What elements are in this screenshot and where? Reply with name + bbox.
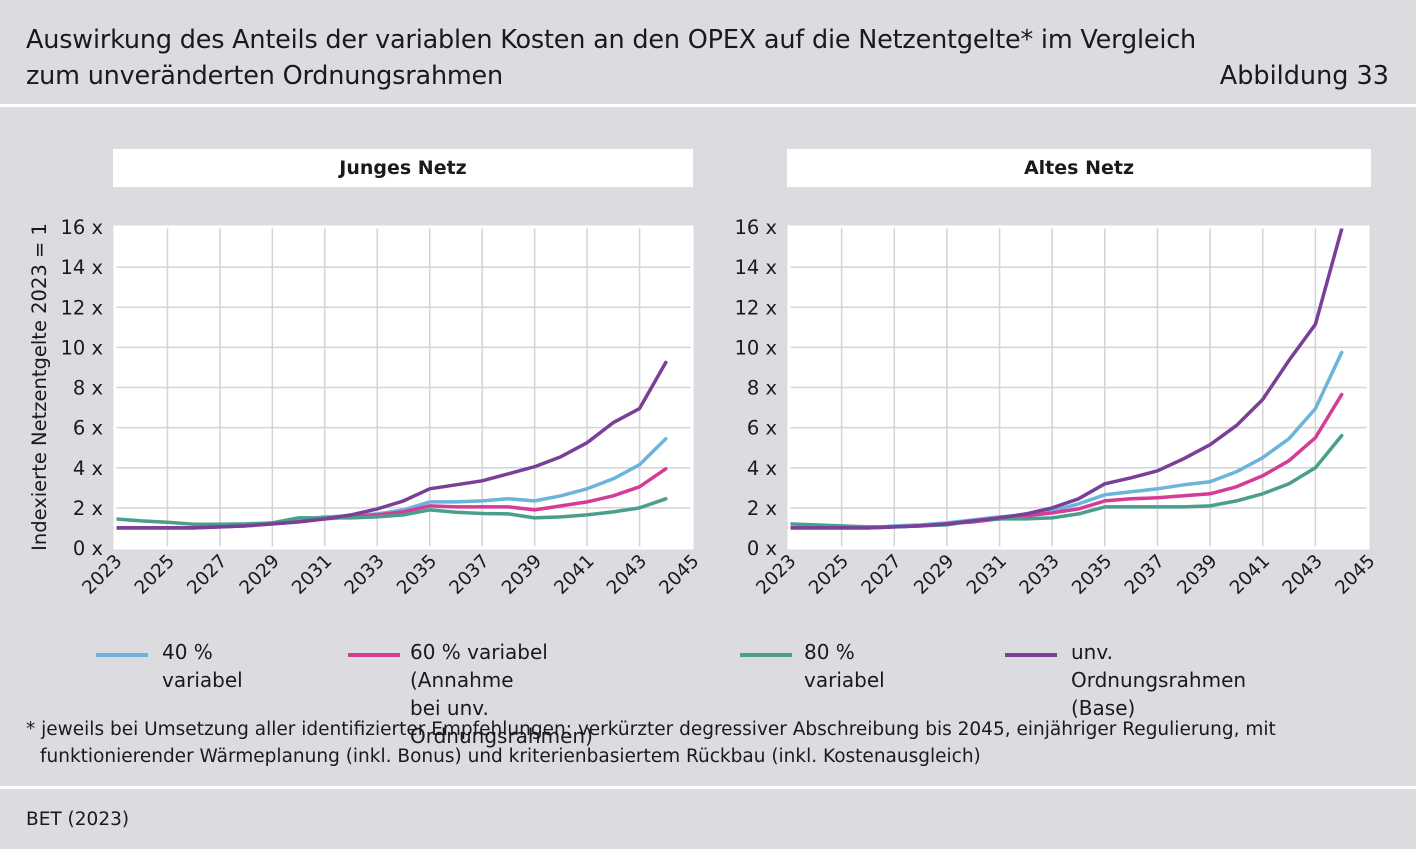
- plot-frame-junges-netz: [113, 225, 694, 550]
- x-tick-label-junges-netz: 2037: [446, 551, 494, 599]
- y-tick-label-altes-netz: 4 x: [747, 457, 777, 480]
- chart-title-line-2: zum unveränderten Ordnungsrahmen: [26, 61, 503, 91]
- x-tick-label-junges-netz: 2025: [131, 551, 179, 599]
- panel-title-junges-netz: Junges Netz: [113, 149, 693, 187]
- x-tick-label-junges-netz: 2039: [498, 551, 546, 599]
- chart-title: Auswirkung des Anteils der variablen Kos…: [26, 22, 1206, 94]
- y-tick-label-junges-netz: 2 x: [73, 497, 103, 520]
- x-tick-label-junges-netz: 2031: [288, 551, 336, 599]
- x-tick-label-altes-netz: 2029: [910, 551, 958, 599]
- y-tick-label-altes-netz: 8 x: [747, 377, 777, 400]
- y-tick-label-altes-netz: 12 x: [734, 296, 777, 319]
- footnote-line-1: * jeweils bei Umsetzung aller identifizi…: [26, 719, 1276, 740]
- legend-swatch-40-variabel: [96, 653, 148, 657]
- y-tick-label-junges-netz: 4 x: [73, 457, 103, 480]
- x-tick-label-junges-netz: 2043: [603, 551, 651, 599]
- legend-label-80-variabel: 80 % variabel: [804, 640, 885, 692]
- series-line-base-junges-netz: [113, 360, 668, 530]
- legend-label-base: unv. Ordnungsrahmen (Base): [1071, 640, 1247, 720]
- x-tick-label-altes-netz: 2045: [1331, 551, 1379, 599]
- x-tick-label-junges-netz: 2029: [236, 551, 284, 599]
- footnote-line-2: funktionierender Wärmeplanung (inkl. Bon…: [40, 746, 981, 767]
- x-tick-label-junges-netz: 2041: [550, 551, 598, 599]
- y-tick-label-altes-netz: 16 x: [734, 216, 777, 239]
- legend-swatch-base: [1005, 653, 1057, 657]
- legend-swatch-80-variabel: [740, 653, 792, 657]
- x-tick-label-altes-netz: 2025: [805, 551, 853, 599]
- y-tick-label-altes-netz: 2 x: [747, 497, 777, 520]
- series-line-base-altes-netz: [787, 227, 1344, 530]
- x-tick-label-altes-netz: 2037: [1121, 551, 1169, 599]
- x-tick-label-altes-netz: 2035: [1068, 551, 1116, 599]
- y-tick-label-altes-netz: 6 x: [747, 417, 777, 440]
- y-tick-label-junges-netz: 10 x: [60, 336, 103, 359]
- x-tick-label-altes-netz: 2039: [1173, 551, 1221, 599]
- legend-label-40-variabel: 40 % variabel: [162, 640, 243, 692]
- footnote: * jeweils bei Umsetzung aller identifizi…: [26, 716, 1386, 770]
- plot-frame-altes-netz: [787, 225, 1370, 550]
- x-tick-label-altes-netz: 2041: [1226, 551, 1274, 599]
- legend-swatch-60-variabel: [348, 653, 400, 657]
- x-tick-label-junges-netz: 2045: [655, 551, 703, 599]
- source-note: BET (2023): [26, 809, 130, 830]
- y-tick-label-junges-netz: 8 x: [73, 377, 103, 400]
- y-tick-label-altes-netz: 10 x: [734, 336, 777, 359]
- panel-title-altes-netz: Altes Netz: [787, 149, 1371, 187]
- x-tick-label-junges-netz: 2033: [341, 551, 389, 599]
- x-tick-label-altes-netz: 2043: [1279, 551, 1327, 599]
- legend-label-60-variabel: 60 % variabel (Annahme bei unv. Ordnungs…: [410, 640, 593, 748]
- y-tick-label-junges-netz: 0 x: [73, 537, 103, 560]
- figure-label: Abbildung 33: [1219, 61, 1389, 91]
- x-tick-label-altes-netz: 2033: [1016, 551, 1064, 599]
- y-tick-label-junges-netz: 16 x: [60, 216, 103, 239]
- y-tick-label-altes-netz: 0 x: [747, 537, 777, 560]
- y-tick-label-junges-netz: 14 x: [60, 256, 103, 279]
- y-tick-label-junges-netz: 6 x: [73, 417, 103, 440]
- chart-title-line-1: Auswirkung des Anteils der variablen Kos…: [26, 25, 1196, 55]
- y-tick-label-junges-netz: 12 x: [60, 296, 103, 319]
- x-tick-label-altes-netz: 2031: [963, 551, 1011, 599]
- x-tick-label-altes-netz: 2027: [858, 551, 906, 599]
- header-divider: [0, 104, 1416, 107]
- y-tick-label-altes-netz: 14 x: [734, 256, 777, 279]
- x-tick-label-junges-netz: 2027: [183, 551, 231, 599]
- footer-divider: [0, 786, 1416, 789]
- x-tick-label-junges-netz: 2035: [393, 551, 441, 599]
- series-line-v80-junges-netz: [113, 497, 668, 527]
